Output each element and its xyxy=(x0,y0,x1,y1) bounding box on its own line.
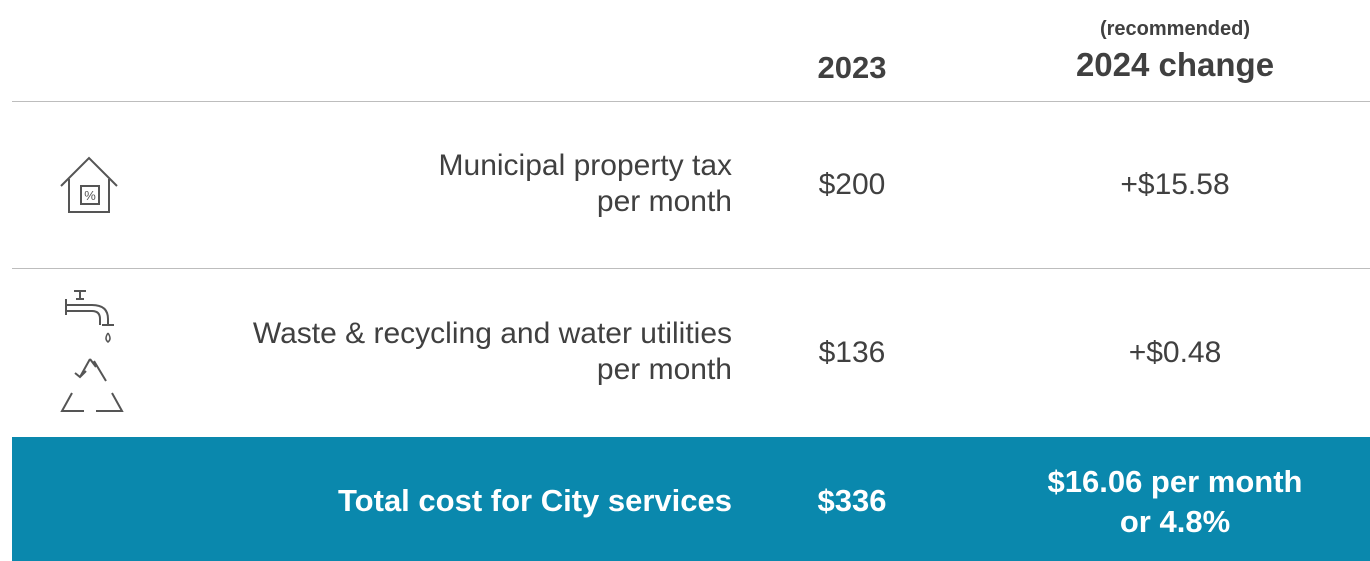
svg-text:%: % xyxy=(84,188,96,203)
total-year: $336 xyxy=(817,483,887,518)
header-year: 2023 xyxy=(817,50,887,85)
divider xyxy=(12,101,1370,102)
label-line: Municipal property tax xyxy=(438,149,732,182)
row-year: $200 xyxy=(818,168,886,201)
row-year: $136 xyxy=(818,336,886,369)
utility-icons xyxy=(60,290,124,412)
divider xyxy=(12,268,1370,269)
label-line: Waste & recycling and water utilities xyxy=(252,317,732,350)
change-line: $16.06 per month xyxy=(1047,464,1303,499)
label-line: per month xyxy=(596,353,732,386)
row-change: +$0.48 xyxy=(1128,336,1222,369)
row-label: Municipal property tax per month xyxy=(439,148,732,220)
total-band xyxy=(12,437,1370,561)
total-change: $16.06 per month or 4.8% xyxy=(1020,462,1330,542)
total-label: Total cost for City services xyxy=(338,483,732,518)
label-line: per month xyxy=(596,185,732,218)
house-icon: % xyxy=(60,156,118,213)
header-note: (recommended) xyxy=(1099,18,1251,40)
row-label: Waste & recycling and water utilities per… xyxy=(253,316,732,388)
row-change: +$15.58 xyxy=(1120,168,1230,201)
change-line: or 4.8% xyxy=(1119,504,1231,539)
header-change: 2024 change xyxy=(1075,46,1275,83)
